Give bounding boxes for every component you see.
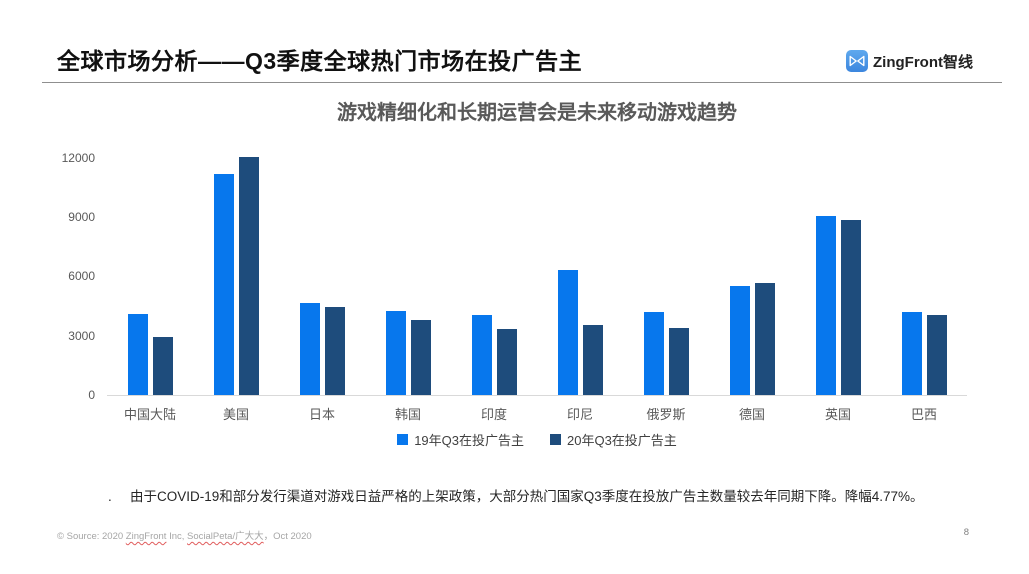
source-suffix: ，Oct 2020 [263, 531, 312, 542]
x-axis: 中国大陆 美国 日本 韩国 印度 印尼 俄罗斯 德国 英国 巴西 [107, 404, 967, 423]
legend-label: 19年Q3在投广告主 [414, 433, 524, 448]
y-tick-label: 3000 [68, 328, 95, 343]
source-line: © Source: 2020 ZingFront Inc, SocialPeta… [57, 528, 312, 542]
footnote-bullet: . [108, 489, 112, 504]
y-tick-label: 0 [88, 388, 95, 402]
legend-item: 20年Q3在投广告主 [550, 430, 677, 449]
y-tick-label: 12000 [61, 150, 95, 165]
chart-title: 游戏精细化和长期运营会是未来移动游戏趋势 [337, 102, 737, 124]
chart-legend: 19年Q3在投广告主 20年Q3在投广告主 [107, 430, 967, 449]
bar-group [623, 146, 709, 395]
bar-20q3 [410, 319, 431, 395]
source-brand-socialpeta: SocialPeta/广大大 [187, 531, 264, 542]
bar-group [537, 146, 623, 395]
y-tick-label: 6000 [68, 269, 95, 284]
bar-group [709, 146, 795, 395]
bar-20q3 [668, 327, 689, 395]
bar-20q3 [754, 283, 775, 395]
category-label: 英国 [824, 407, 851, 422]
footnote: . 由于COVID-19和部分发行渠道对游戏日益严格的上架政策，大部分热门国家Q3… [108, 485, 938, 505]
bar-19q3 [213, 173, 234, 395]
bar-20q3 [582, 324, 603, 395]
zingfront-logo: ZingFront智线 [846, 50, 973, 72]
bar-19q3 [385, 311, 406, 395]
legend-swatch [550, 434, 561, 445]
bowtie-icon [846, 50, 869, 72]
bar-group [365, 146, 451, 395]
bar-20q3 [152, 336, 173, 395]
bar-19q3 [127, 313, 148, 395]
legend-label: 20年Q3在投广告主 [567, 433, 677, 448]
bar-group [193, 146, 279, 395]
bar-group [279, 146, 365, 395]
category-label: 俄罗斯 [646, 407, 686, 422]
category-label: 印度 [480, 407, 507, 422]
bar-20q3 [324, 307, 345, 395]
category-label: 美国 [222, 407, 249, 422]
plot-area [107, 146, 967, 396]
category-label: 韩国 [394, 407, 421, 422]
bar-group [795, 146, 881, 395]
bar-20q3 [926, 314, 947, 395]
category-label: 德国 [738, 407, 765, 422]
page-number: 8 [963, 527, 969, 538]
bar-group [107, 146, 193, 395]
bar-19q3 [471, 314, 492, 395]
bar-19q3 [557, 269, 578, 395]
bar-19q3 [729, 286, 750, 395]
bar-20q3 [496, 328, 517, 395]
category-label: 日本 [308, 407, 335, 422]
bar-19q3 [643, 312, 664, 395]
category-label: 巴西 [910, 407, 937, 422]
header-divider [42, 82, 1002, 83]
category-label: 印尼 [566, 407, 593, 422]
bar-20q3 [840, 220, 861, 395]
legend-swatch [397, 434, 409, 445]
bar-group [451, 146, 537, 395]
source-mid: Inc, [166, 531, 188, 542]
footnote-text: 由于COVID-19和部分发行渠道对游戏日益严格的上架政策，大部分热门国家Q3季… [130, 489, 924, 504]
y-tick-label: 9000 [68, 210, 95, 225]
category-label: 中国大陆 [123, 407, 176, 422]
y-axis: 0 3000 6000 9000 12000 [40, 146, 95, 402]
source-brand-zingfront: ZingFront [125, 531, 167, 542]
bar-group [881, 146, 967, 395]
legend-item: 19年Q3在投广告主 [397, 430, 524, 449]
bar-20q3 [238, 156, 259, 395]
bar-19q3 [299, 303, 320, 395]
bar-19q3 [815, 216, 836, 395]
bar-19q3 [901, 312, 922, 395]
zingfront-logo-text: ZingFront智线 [873, 53, 973, 71]
source-prefix: © Source: 2020 [57, 531, 126, 542]
page-title: 全球市场分析——Q3季度全球热门市场在投广告主 [57, 48, 583, 74]
